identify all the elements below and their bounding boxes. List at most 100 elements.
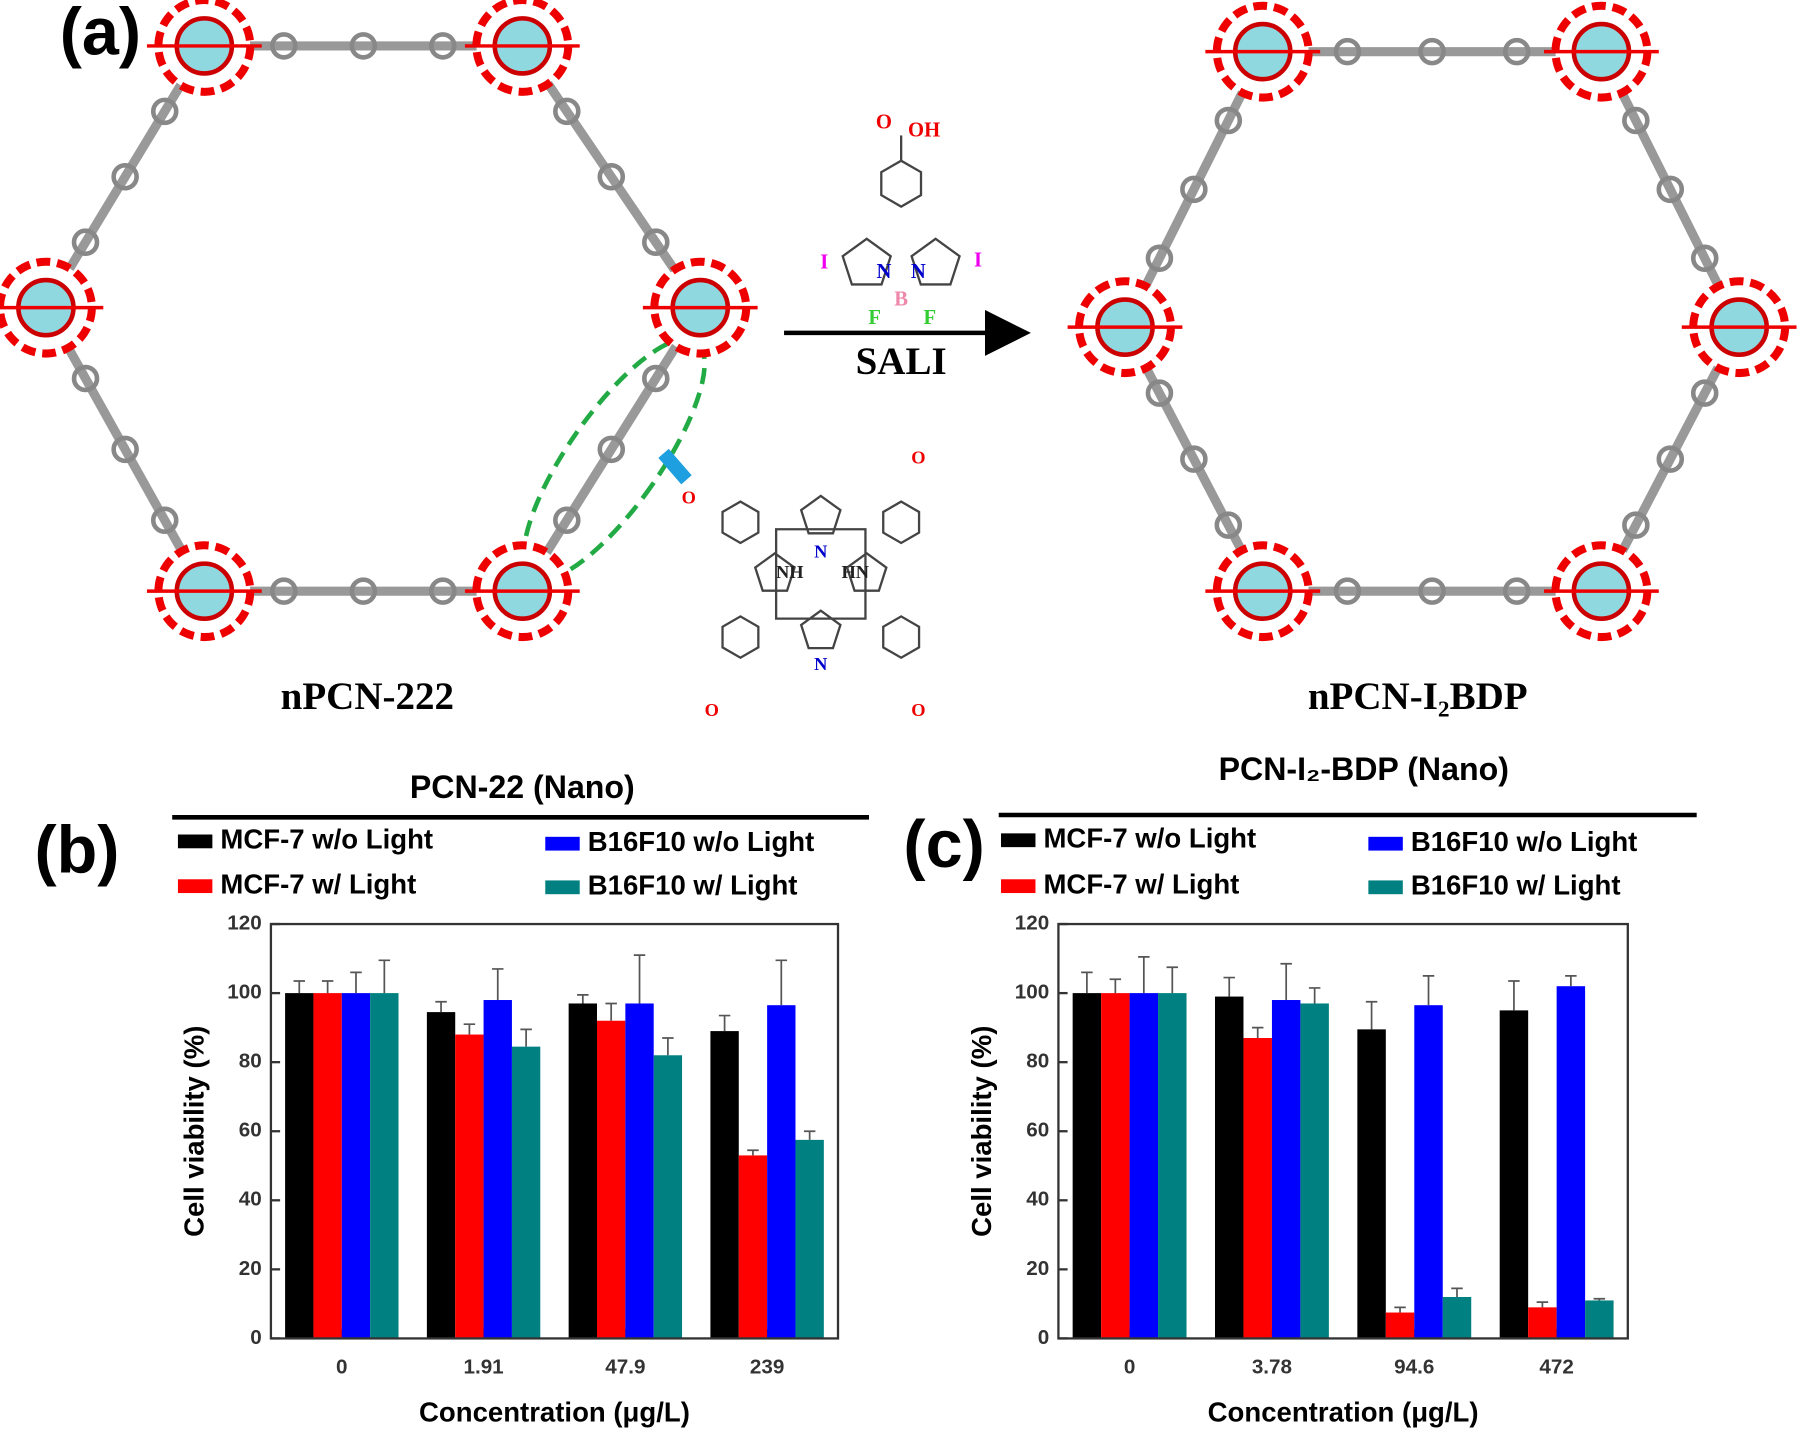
atom-label: HN <box>841 562 869 582</box>
error-bar <box>1081 971 1093 994</box>
error-bar <box>350 971 362 994</box>
bar <box>1300 1003 1329 1339</box>
x-tick-label: 1.91 <box>463 1356 503 1379</box>
bar <box>1215 996 1244 1339</box>
ring <box>721 500 760 545</box>
bar <box>511 1046 541 1339</box>
phenyl <box>1690 379 1719 407</box>
bar <box>596 1020 626 1339</box>
y-axis-label: Cell viability (%) <box>966 1026 997 1237</box>
error-bar <box>1536 1301 1549 1308</box>
legend-swatch <box>1368 880 1403 895</box>
phenyl <box>349 32 378 60</box>
bar <box>1528 1307 1557 1339</box>
linker <box>518 305 705 594</box>
phenyl <box>1180 175 1208 204</box>
plot-frame <box>1057 922 1629 1340</box>
bar <box>1414 1005 1443 1339</box>
bar <box>1271 1000 1301 1339</box>
arrow-label: SALI <box>856 340 947 383</box>
legend-swatch <box>177 834 213 849</box>
bar <box>1499 1010 1529 1339</box>
ring <box>799 609 842 650</box>
y-tick-label: 0 <box>1038 1326 1050 1349</box>
phenyl <box>1214 106 1243 135</box>
y-tick-label: 100 <box>1015 981 1049 1004</box>
error-bar <box>1593 1297 1606 1301</box>
bar <box>795 1139 824 1339</box>
ring <box>841 237 893 286</box>
phenyl <box>1502 37 1531 66</box>
phenyl <box>1622 106 1650 135</box>
error-bar <box>1451 1287 1463 1297</box>
chart-title: PCN-22 (Nano) <box>410 769 635 805</box>
legend-label: B16F10 w/ Light <box>1411 870 1621 901</box>
error-bar <box>1565 974 1577 987</box>
error-bar <box>435 1000 447 1013</box>
panel-label: (b) <box>34 814 119 888</box>
error-bar <box>378 959 391 994</box>
phenyl <box>641 364 670 393</box>
error-bar <box>1251 1026 1264 1039</box>
bar <box>767 1005 796 1339</box>
legend-swatch <box>1368 836 1403 851</box>
phenyl <box>71 228 100 256</box>
legend-label: MCF-7 w/ Light <box>220 868 416 899</box>
bar <box>1072 993 1102 1339</box>
linker <box>1120 49 1267 330</box>
error-bar <box>1308 987 1321 1004</box>
phenyl <box>349 577 378 605</box>
ring <box>774 528 867 620</box>
phenyl <box>641 228 670 256</box>
linker <box>1597 49 1744 330</box>
legend-swatch <box>545 880 580 895</box>
phenyl <box>1145 244 1174 273</box>
bar <box>738 1155 768 1339</box>
error-bar <box>492 968 504 1001</box>
bar <box>1556 986 1586 1339</box>
y-tick-label: 80 <box>1026 1050 1049 1073</box>
ring <box>882 500 921 545</box>
bar <box>710 1031 739 1339</box>
atom-label: N <box>814 654 828 674</box>
legend-label: B16F10 w/o Light <box>588 826 815 857</box>
ring <box>880 159 923 208</box>
ring <box>753 551 796 592</box>
plot-frame <box>269 922 840 1340</box>
pointer-arrow <box>658 448 692 485</box>
x-axis-label: Concentration (μg/L) <box>1208 1396 1479 1427</box>
y-tick-label: 100 <box>227 981 261 1004</box>
phenyl <box>1502 577 1531 605</box>
legend-swatch <box>1001 833 1036 848</box>
phenyl <box>1333 37 1362 66</box>
phenyl <box>1622 511 1650 539</box>
atom-label: OH <box>908 120 940 142</box>
bar <box>653 1055 683 1339</box>
phenyl <box>1656 175 1685 204</box>
left-label: nPCN-222 <box>281 675 454 718</box>
phenyl <box>597 162 626 191</box>
bar <box>1385 1312 1415 1339</box>
ring <box>721 615 760 660</box>
phenyl <box>553 506 581 535</box>
phenyl <box>429 577 457 605</box>
chart-title: PCN-I₂-BDP (Nano) <box>1219 751 1509 787</box>
right-label: nPCN-I₂BDP <box>1308 675 1528 718</box>
legend-label: MCF-7 w/o Light <box>220 824 433 855</box>
atom-label: B <box>894 288 908 310</box>
atom-label: NH <box>776 562 804 582</box>
atom-label: F <box>868 307 881 329</box>
bar <box>1442 1296 1472 1339</box>
atom-label: O <box>705 700 719 720</box>
x-tick-label: 239 <box>750 1356 784 1379</box>
phenyl <box>150 97 179 126</box>
error-bar <box>577 993 589 1004</box>
y-tick-label: 0 <box>250 1326 262 1349</box>
atom-label: I <box>974 249 982 271</box>
y-tick-label: 20 <box>239 1257 262 1280</box>
x-tick-label: 3.78 <box>1252 1356 1292 1379</box>
legend-swatch <box>1001 879 1036 894</box>
bar <box>426 1012 456 1339</box>
